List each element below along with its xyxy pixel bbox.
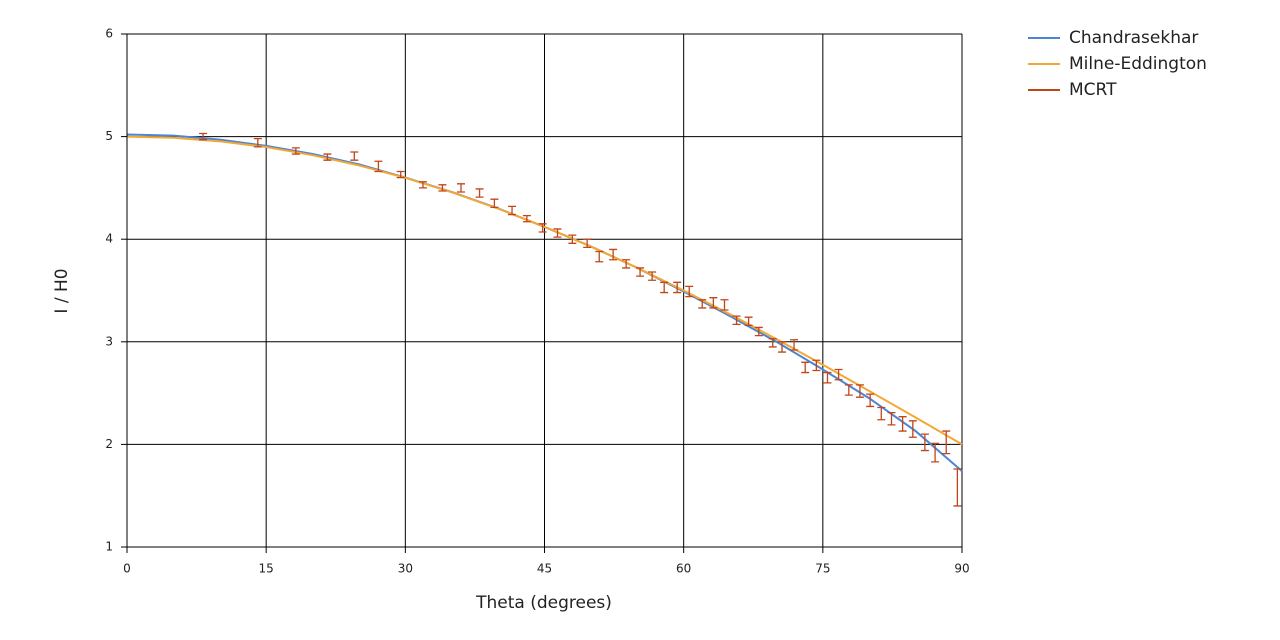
error-bar bbox=[778, 341, 787, 353]
x-tick-label: 90 bbox=[954, 562, 969, 576]
error-bar bbox=[920, 433, 929, 452]
y-tick-label: 1 bbox=[105, 540, 113, 554]
error-bar bbox=[418, 181, 427, 189]
error-bar bbox=[538, 223, 547, 233]
error-bar bbox=[931, 442, 940, 463]
error-bar bbox=[508, 205, 517, 216]
y-tick-label: 2 bbox=[105, 437, 113, 451]
error-bar bbox=[834, 368, 843, 381]
error-bar bbox=[685, 285, 694, 298]
error-bar bbox=[648, 271, 657, 281]
error-bar bbox=[660, 281, 669, 294]
error-bar bbox=[942, 430, 951, 455]
y-tick-label: 5 bbox=[105, 129, 113, 143]
x-tick-label: 15 bbox=[259, 562, 274, 576]
error-bar bbox=[553, 228, 562, 238]
error-bar bbox=[490, 198, 499, 209]
x-tick-label: 0 bbox=[123, 562, 131, 576]
legend-label: Milne-Eddington bbox=[1069, 54, 1207, 74]
error-bar bbox=[720, 299, 729, 311]
x-tick-label: 30 bbox=[398, 562, 413, 576]
error-bar bbox=[475, 188, 484, 198]
error-bar bbox=[866, 393, 875, 408]
error-bar bbox=[801, 361, 810, 374]
error-bar bbox=[438, 184, 447, 192]
error-bar bbox=[396, 170, 405, 179]
error-bar bbox=[568, 234, 577, 244]
error-bar bbox=[812, 359, 821, 372]
error-bar bbox=[323, 153, 332, 161]
legend-label: MCRT bbox=[1069, 80, 1117, 100]
error-bar bbox=[744, 316, 753, 327]
error-bar bbox=[754, 326, 763, 337]
error-bar bbox=[908, 420, 917, 438]
line bbox=[126, 135, 963, 446]
x-axis-label: Theta (degrees) bbox=[475, 593, 612, 613]
error-bar bbox=[595, 250, 604, 263]
error-bar bbox=[583, 238, 592, 249]
error-bar bbox=[350, 151, 359, 161]
error-bar bbox=[609, 248, 618, 261]
error-bar bbox=[622, 259, 631, 269]
error-bar bbox=[768, 338, 777, 348]
error-bar bbox=[855, 384, 864, 398]
y-tick-label: 6 bbox=[105, 27, 113, 41]
error-bar bbox=[823, 371, 832, 384]
error-bar bbox=[790, 339, 799, 351]
error-bar bbox=[732, 315, 741, 326]
error-bar bbox=[887, 411, 896, 426]
error-bar bbox=[709, 297, 718, 309]
error-bar bbox=[522, 214, 531, 223]
error-bar bbox=[636, 267, 645, 277]
error-bar bbox=[457, 183, 465, 193]
x-tick-label: 60 bbox=[676, 562, 691, 576]
y-tick-label: 4 bbox=[105, 232, 113, 246]
error-bar bbox=[844, 384, 853, 396]
error-bar bbox=[673, 281, 682, 294]
error-bar bbox=[253, 138, 262, 148]
error-bar bbox=[291, 147, 300, 155]
error-bar bbox=[877, 406, 886, 421]
error-bar bbox=[953, 468, 962, 507]
error-bar bbox=[199, 132, 208, 141]
x-tick-label: 45 bbox=[537, 562, 552, 576]
y-axis-label: I / H0 bbox=[52, 268, 72, 313]
x-tick-label: 75 bbox=[815, 562, 830, 576]
legend-label: Chandrasekhar bbox=[1069, 28, 1198, 48]
error-bar bbox=[374, 160, 383, 173]
error-bar bbox=[898, 416, 907, 432]
error-bar bbox=[698, 299, 707, 309]
y-tick-label: 3 bbox=[105, 334, 113, 348]
